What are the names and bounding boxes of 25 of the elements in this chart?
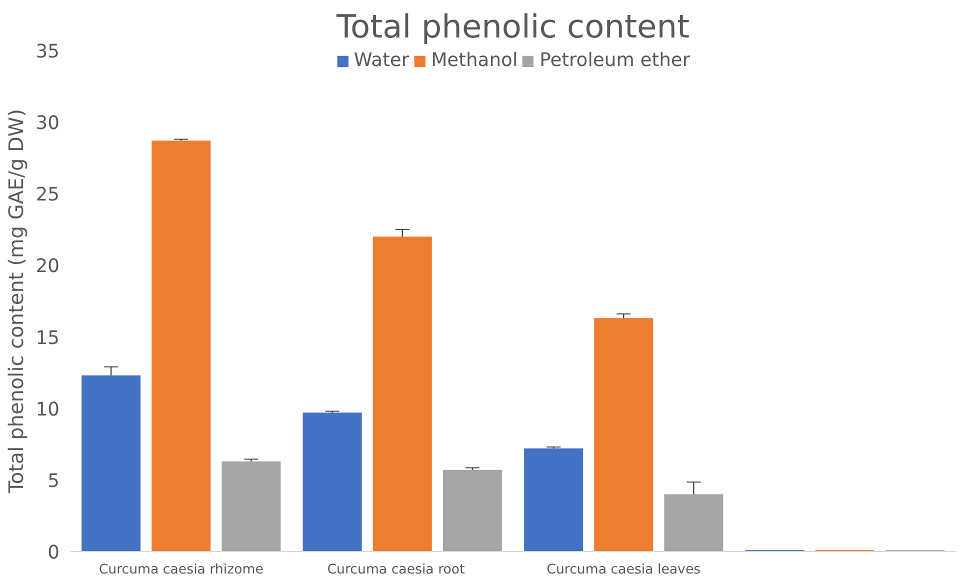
bar — [664, 494, 724, 552]
x-tick-label: Curcuma caesia leaves — [546, 562, 701, 578]
bar — [442, 470, 502, 552]
bar — [594, 318, 654, 552]
bar — [82, 375, 141, 552]
y-axis-title: Total phenolic content (mg GAE/g DW) — [4, 109, 28, 494]
y-tick-label: 30 — [36, 113, 60, 134]
bar — [222, 461, 281, 552]
y-tick-label: 0 — [48, 542, 60, 564]
chart-title: Total phenolic content — [335, 8, 690, 46]
bar — [302, 412, 362, 552]
y-tick-label: 5 — [48, 470, 60, 492]
y-tick-label: 10 — [36, 399, 60, 420]
y-tick-label: 20 — [36, 256, 60, 278]
x-tick-label: Curcuma caesia rhizome — [98, 562, 264, 578]
bar — [372, 236, 432, 552]
y-tick-label: 35 — [36, 42, 60, 62]
bar — [152, 140, 211, 552]
bar — [524, 448, 584, 552]
y-tick-label: 15 — [36, 328, 60, 349]
legend-label: Water — [354, 50, 410, 71]
y-tick-label: 25 — [36, 184, 60, 206]
x-tick-label: Curcuma caesia root — [327, 562, 465, 578]
legend-label: Methanol — [431, 50, 518, 71]
legend-label: Petroleum ether — [540, 50, 690, 71]
